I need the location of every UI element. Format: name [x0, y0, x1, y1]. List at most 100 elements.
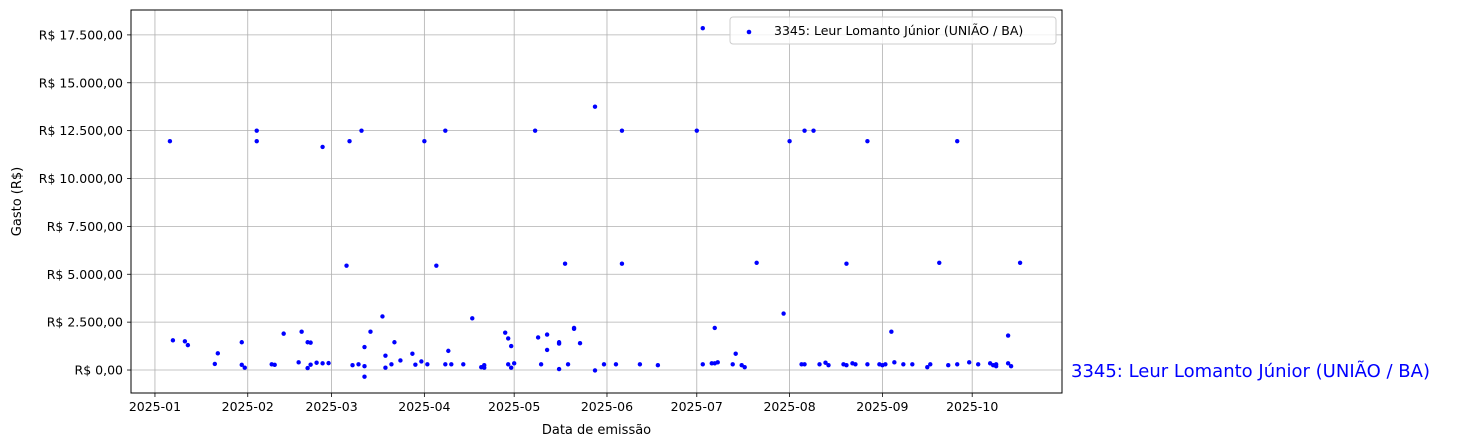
data-point — [715, 360, 720, 365]
data-point — [443, 362, 448, 367]
y-tick-label: R$ 0,00 — [75, 363, 123, 378]
data-point — [733, 351, 738, 356]
data-point — [853, 362, 858, 367]
y-tick-label: R$ 10.000,00 — [39, 171, 123, 186]
data-point — [571, 325, 577, 331]
data-point — [398, 358, 403, 363]
data-point — [362, 344, 367, 350]
data-point — [637, 362, 643, 367]
data-point — [754, 260, 759, 265]
data-point — [511, 361, 517, 366]
x-tick-label: 2025-08 — [763, 399, 815, 414]
data-point — [212, 361, 218, 367]
data-point — [925, 364, 930, 370]
data-point — [601, 362, 607, 367]
data-point — [811, 128, 816, 133]
data-point — [185, 342, 191, 348]
data-point — [434, 263, 439, 268]
data-point — [239, 340, 244, 345]
data-point — [556, 341, 562, 346]
data-point — [544, 332, 550, 337]
data-point — [975, 362, 981, 367]
y-tick-label: R$ 2.500,00 — [47, 315, 123, 330]
data-point — [955, 362, 960, 367]
data-point — [966, 360, 972, 365]
x-tick-label: 2025-09 — [856, 399, 908, 414]
data-point — [1017, 260, 1023, 265]
data-point — [182, 339, 188, 344]
data-point — [392, 340, 397, 345]
data-point — [844, 363, 849, 368]
data-point — [419, 359, 424, 364]
data-point — [655, 363, 661, 368]
x-tick-label: 2025-10 — [946, 399, 998, 414]
data-point — [823, 360, 828, 365]
data-point — [242, 365, 247, 370]
data-point — [308, 362, 313, 367]
y-tick-label: R$ 17.500,00 — [39, 27, 123, 42]
data-point — [508, 365, 514, 370]
data-point — [296, 360, 301, 365]
data-point — [883, 362, 888, 367]
data-point — [167, 138, 173, 144]
data-point — [742, 364, 747, 370]
data-point — [410, 351, 415, 356]
y-axis-label: Gasto (R$) — [10, 167, 25, 236]
data-point — [694, 128, 699, 133]
data-point — [443, 128, 448, 133]
data-point — [413, 362, 418, 367]
data-point — [239, 362, 244, 368]
data-point — [592, 104, 598, 109]
data-point — [535, 335, 541, 340]
x-axis-ticks: 2025-01 2025-02 2025-03 2025-04 2025-05 2025-… — [129, 393, 998, 414]
legend-box — [729, 16, 1057, 45]
data-point — [532, 128, 538, 133]
y-tick-label: R$ 12.500,00 — [39, 123, 123, 138]
data-point — [700, 25, 705, 31]
data-point — [865, 138, 870, 144]
legend-marker — [746, 29, 752, 35]
data-point — [928, 362, 933, 367]
legend: 3345: Leur Lomanto Júnior (UNIÃO / BA) — [729, 16, 1057, 45]
x-axis-label: Data de emissão — [542, 423, 651, 438]
data-point — [781, 311, 786, 316]
data-point — [299, 329, 304, 334]
data-point — [802, 128, 807, 133]
data-point — [308, 340, 313, 345]
data-point — [1005, 361, 1011, 366]
data-point — [538, 362, 544, 367]
y-tick-label: R$ 5.000,00 — [47, 267, 123, 282]
data-point — [470, 316, 475, 321]
x-tick-label: 2025-01 — [129, 399, 181, 414]
data-point — [502, 330, 508, 335]
data-point — [505, 336, 511, 341]
data-point — [955, 138, 960, 144]
data-point — [350, 363, 355, 368]
data-point — [320, 361, 325, 366]
data-point — [613, 362, 619, 367]
data-point — [544, 347, 550, 353]
data-point — [556, 366, 562, 372]
data-point — [446, 348, 451, 354]
data-point — [305, 365, 310, 371]
data-point — [730, 362, 735, 367]
data-point — [946, 363, 951, 368]
data-point — [889, 329, 894, 334]
y-tick-label: R$ 15.000,00 — [39, 75, 123, 90]
data-point — [383, 365, 388, 370]
y-axis-ticks: R$ 0,00 R$ 2.500,00 R$ 5.000,00 R$ 7.500,00… — [39, 27, 131, 378]
data-point — [901, 362, 906, 367]
data-point — [359, 128, 364, 133]
x-tick-label: 2025-04 — [398, 399, 450, 414]
data-point — [422, 138, 427, 144]
data-point — [592, 368, 598, 373]
data-point — [383, 353, 388, 358]
data-point — [802, 362, 807, 367]
data-point — [577, 341, 583, 346]
data-point — [281, 331, 286, 336]
data-points — [167, 25, 1023, 379]
data-point — [368, 329, 373, 334]
data-point — [389, 362, 394, 367]
